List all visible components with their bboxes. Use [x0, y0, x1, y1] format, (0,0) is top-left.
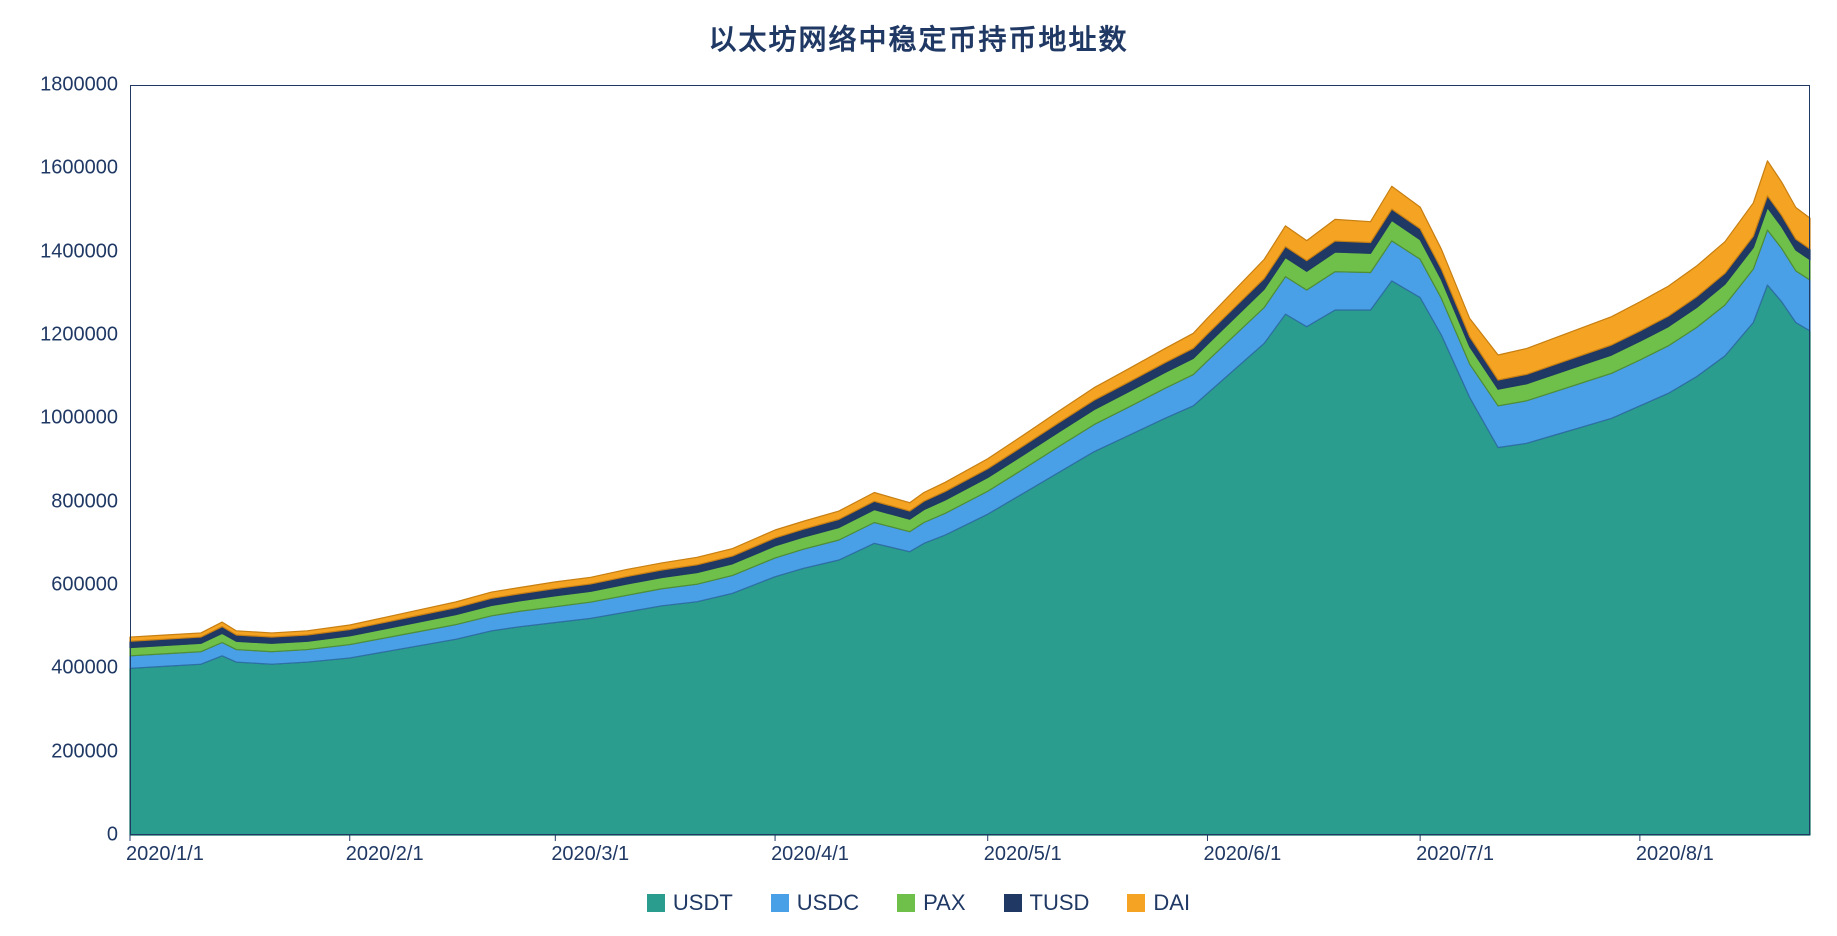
- x-tick-label: 2020/8/1: [1636, 843, 1714, 866]
- legend-label: TUSD: [1030, 890, 1090, 916]
- x-tick-label: 2020/5/1: [984, 843, 1062, 866]
- legend-swatch: [1004, 894, 1022, 912]
- y-tick-label: 400000: [0, 657, 118, 680]
- y-tick-label: 200000: [0, 740, 118, 763]
- legend-swatch: [647, 894, 665, 912]
- x-tick-label: 2020/3/1: [551, 843, 629, 866]
- legend-label: USDC: [797, 890, 859, 916]
- y-tick-label: 800000: [0, 490, 118, 513]
- chart-container: 以太坊网络中稳定币持币地址数 USDT USDC PAX TUSD DAI 0 20000…: [0, 0, 1837, 936]
- legend-item-pax: PAX: [897, 890, 965, 916]
- y-tick-label: 1600000: [0, 157, 118, 180]
- legend-item-dai: DAI: [1127, 890, 1190, 916]
- chart-title: 以太坊网络中稳定币持币地址数: [0, 18, 1837, 58]
- y-tick-label: 1800000: [0, 74, 118, 97]
- y-tick-label: 600000: [0, 574, 118, 597]
- legend-label: DAI: [1153, 890, 1190, 916]
- legend: USDT USDC PAX TUSD DAI: [0, 890, 1837, 916]
- x-tick-label: 2020/1/1: [126, 843, 204, 866]
- legend-item-usdc: USDC: [771, 890, 859, 916]
- legend-swatch: [771, 894, 789, 912]
- y-tick-label: 1200000: [0, 324, 118, 347]
- x-tick-label: 2020/7/1: [1416, 843, 1494, 866]
- legend-label: USDT: [673, 890, 733, 916]
- legend-item-usdt: USDT: [647, 890, 733, 916]
- y-tick-label: 1000000: [0, 407, 118, 430]
- area-svg: [130, 85, 1810, 835]
- plot-area: [130, 85, 1810, 835]
- y-tick-label: 1400000: [0, 240, 118, 263]
- x-tick-label: 2020/6/1: [1203, 843, 1281, 866]
- legend-label: PAX: [923, 890, 965, 916]
- y-tick-label: 0: [0, 824, 118, 847]
- legend-swatch: [1127, 894, 1145, 912]
- legend-item-tusd: TUSD: [1004, 890, 1090, 916]
- legend-swatch: [897, 894, 915, 912]
- x-tick-label: 2020/4/1: [771, 843, 849, 866]
- x-tick-label: 2020/2/1: [346, 843, 424, 866]
